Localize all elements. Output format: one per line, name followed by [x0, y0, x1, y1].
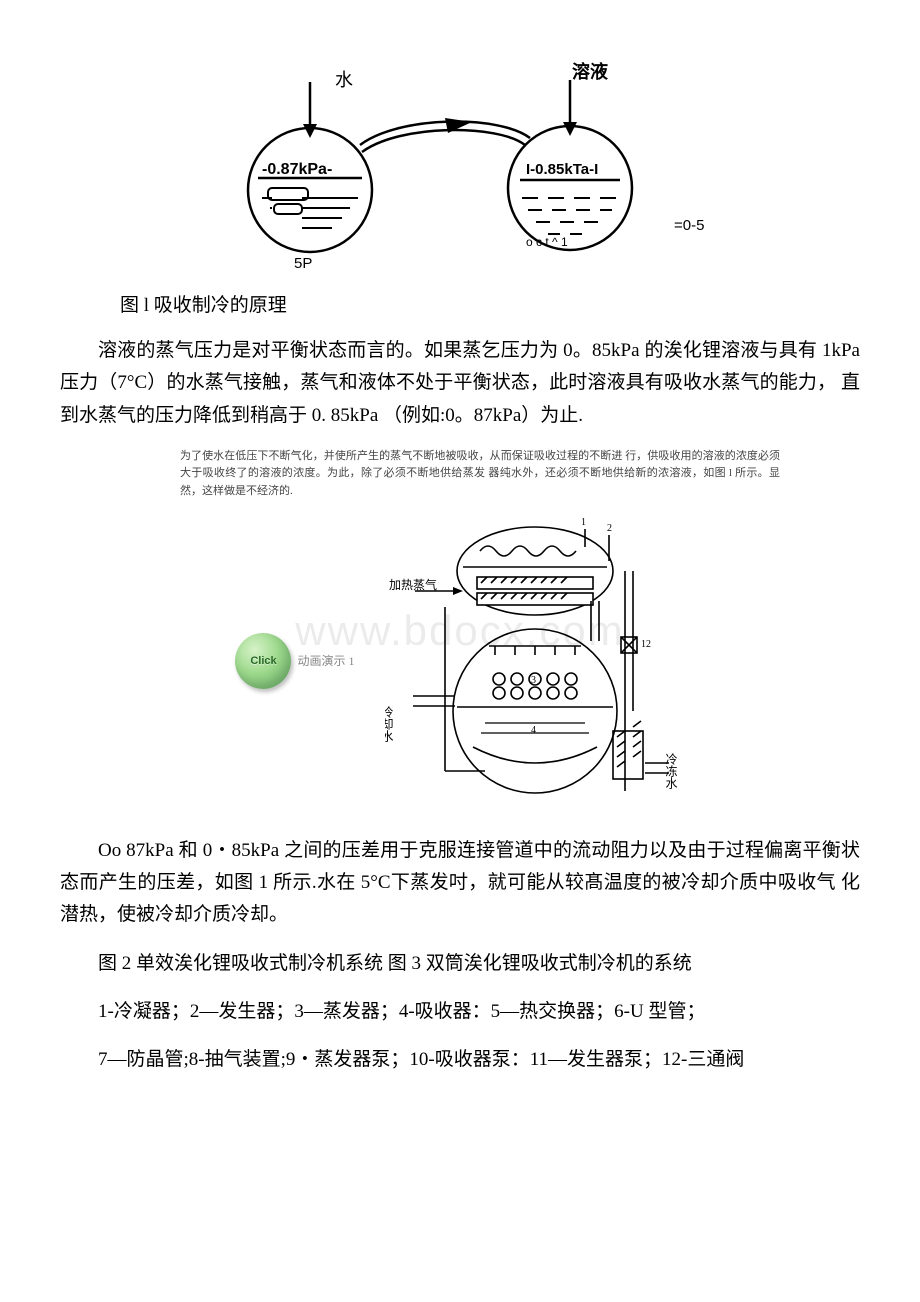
fig1-right-pressure: I-0.85kTa-I: [526, 161, 598, 178]
parts-list-1: 1-冷凝器；2—发生器；3—蒸发器；4-吸收器：5—热交换器；6-U 型管；: [60, 996, 860, 1028]
fig2-cooling-water-label: 冷却水: [385, 705, 394, 741]
figure-1-caption: 图 l 吸收制冷的原理: [120, 290, 860, 317]
fig2-chilled-water-label: 冷冻水: [664, 752, 678, 788]
fig1-below-left: 5P: [294, 255, 312, 270]
figure-2-caption: 图 2 单效涘化锂吸收式制冷机系统 图 3 双筒涘化锂吸收式制冷机的系统: [60, 948, 860, 980]
small-note: 为了使水在低压下不断气化，并使所产生的蒸气不断地被吸收，从而保证吸收过程的不断进…: [180, 448, 780, 501]
fig2-heat-steam-label: 加热蒸气: [389, 577, 437, 592]
svg-text:4: 4: [531, 725, 536, 736]
paragraph-1: 溶液的蒸气压力是对平衡状态而言的。如果蒸乞压力为 0。85kPa 的涘化锂溶液与…: [60, 335, 860, 432]
svg-text:2: 2: [607, 523, 612, 534]
paragraph-2: Oo 87kPa 和 0・85kPa 之间的压差用于克服连接管道中的流动阻力以及…: [60, 835, 860, 932]
badge-text: Click: [250, 655, 276, 667]
fig1-left-pressure: -0.87kPa-: [262, 161, 332, 178]
badge-circle[interactable]: Click: [235, 633, 291, 689]
click-badge[interactable]: Click 动画演示 1: [235, 633, 354, 689]
badge-side-text: 动画演示 1: [297, 652, 354, 669]
parts-list-2: 7—防晶管;8-抽气装置;9・蒸发器泵；10-吸收器泵：11—发生器泵；12-三…: [60, 1044, 860, 1076]
svg-text:3: 3: [531, 675, 536, 686]
fig1-water-label: 水: [335, 70, 353, 90]
figure-1-svg: 水 溶液 -0.87kPa- I-0.85kTa-I o c t ^ 1 =0-…: [200, 60, 720, 270]
svg-text:12: 12: [641, 639, 651, 650]
svg-text:o c t ^ 1: o c t ^ 1: [526, 235, 568, 249]
svg-text:1: 1: [581, 517, 586, 528]
figure-1: 水 溶液 -0.87kPa- I-0.85kTa-I o c t ^ 1 =0-…: [60, 60, 860, 270]
fig1-solution-label: 溶液: [572, 61, 609, 82]
figure-2-row: www.bdocx.com Click 动画演示 1: [60, 511, 860, 811]
figure-2-svg: 加热蒸气 冷却水 冷冻水 1 2 12 3 4: [385, 511, 685, 811]
fig1-extra-right: =0-5: [674, 217, 704, 234]
